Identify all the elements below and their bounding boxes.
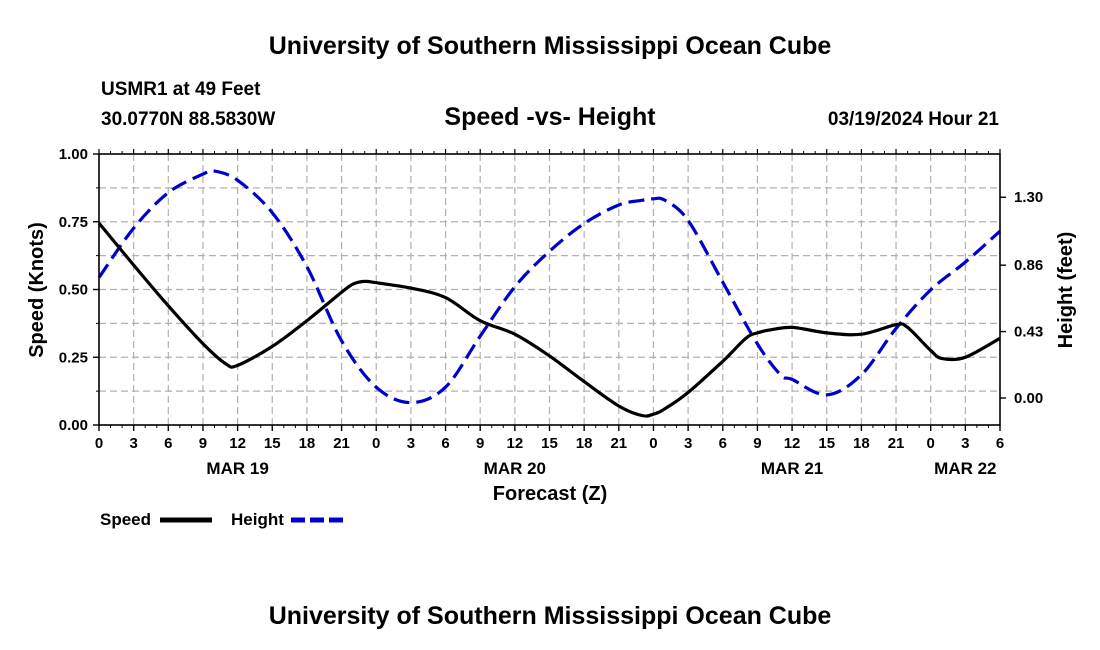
y2-tick-label: 0.43 [1014,324,1043,341]
page-title: University of Southern Mississippi Ocean… [269,32,832,60]
x-axis-label: Forecast (Z) [493,483,607,505]
x-tick-label: 3 [407,435,415,452]
legend-height-label: Height [231,510,284,529]
station-label: USMR1 at 49 Feet [101,79,261,100]
x-tick-label: 18 [299,435,316,452]
x-tick-label: 0 [95,435,103,452]
x-tick-label: 6 [164,435,172,452]
x-tick-label: 21 [610,435,627,452]
y-tick-label: 0.00 [59,417,88,434]
x-tick-label: 6 [996,435,1004,452]
forecast-datetime: 03/19/2024 Hour 21 [828,109,1000,130]
x-tick-label: 0 [372,435,380,452]
y2-tick-label: 0.86 [1014,257,1043,274]
x-tick-label: 15 [818,435,835,452]
y-tick-label: 0.50 [59,282,88,299]
axis-ticks: 0 3 6 9 12 15 18 21 0 3 6 9 12 15 18 21 0 3 6 9 12 15 18 21 0 3 6M… [59,146,1043,478]
x-tick-label: 18 [576,435,593,452]
footer-title: University of Southern Mississippi Ocean… [269,602,832,630]
y-tick-label: 1.00 [59,146,88,163]
x-tick-label: 3 [129,435,137,452]
grid-lines [99,154,1000,425]
x-tick-label: 15 [264,435,281,452]
x-tick-label: 6 [719,435,727,452]
x-date-label: MAR 20 [484,459,546,478]
x-tick-label: 6 [441,435,449,452]
x-tick-label: 12 [784,435,801,452]
y-axis-label: Speed (Knots) [26,222,48,358]
series-lines [97,168,1002,418]
y2-axis-label: Height (feet) [1055,232,1077,349]
y-tick-label: 0.25 [59,349,88,366]
y2-tick-label: 1.30 [1014,189,1043,206]
legend: Speed Height [100,510,343,529]
x-tick-label: 3 [961,435,969,452]
legend-speed-label: Speed [100,510,151,529]
speed-series-line [97,222,1001,418]
x-tick-label: 18 [853,435,870,452]
x-tick-label: 12 [229,435,246,452]
x-tick-label: 12 [507,435,524,452]
chart-title: Speed -vs- Height [444,103,656,131]
x-tick-label: 9 [753,435,761,452]
height-series-line [97,168,1002,405]
y-tick-label: 0.75 [59,214,88,231]
x-tick-label: 21 [888,435,905,452]
x-tick-label: 21 [333,435,350,452]
x-tick-label: 9 [476,435,484,452]
x-tick-label: 9 [199,435,207,452]
station-coordinates: 30.0770N 88.5830W [101,109,275,130]
x-tick-label: 3 [684,435,692,452]
x-date-label: MAR 22 [934,459,996,478]
x-tick-label: 15 [541,435,558,452]
x-date-label: MAR 19 [206,459,268,478]
y2-tick-label: 0.00 [1014,390,1043,407]
x-tick-label: 0 [927,435,935,452]
x-date-label: MAR 21 [761,459,823,478]
x-tick-label: 0 [649,435,657,452]
